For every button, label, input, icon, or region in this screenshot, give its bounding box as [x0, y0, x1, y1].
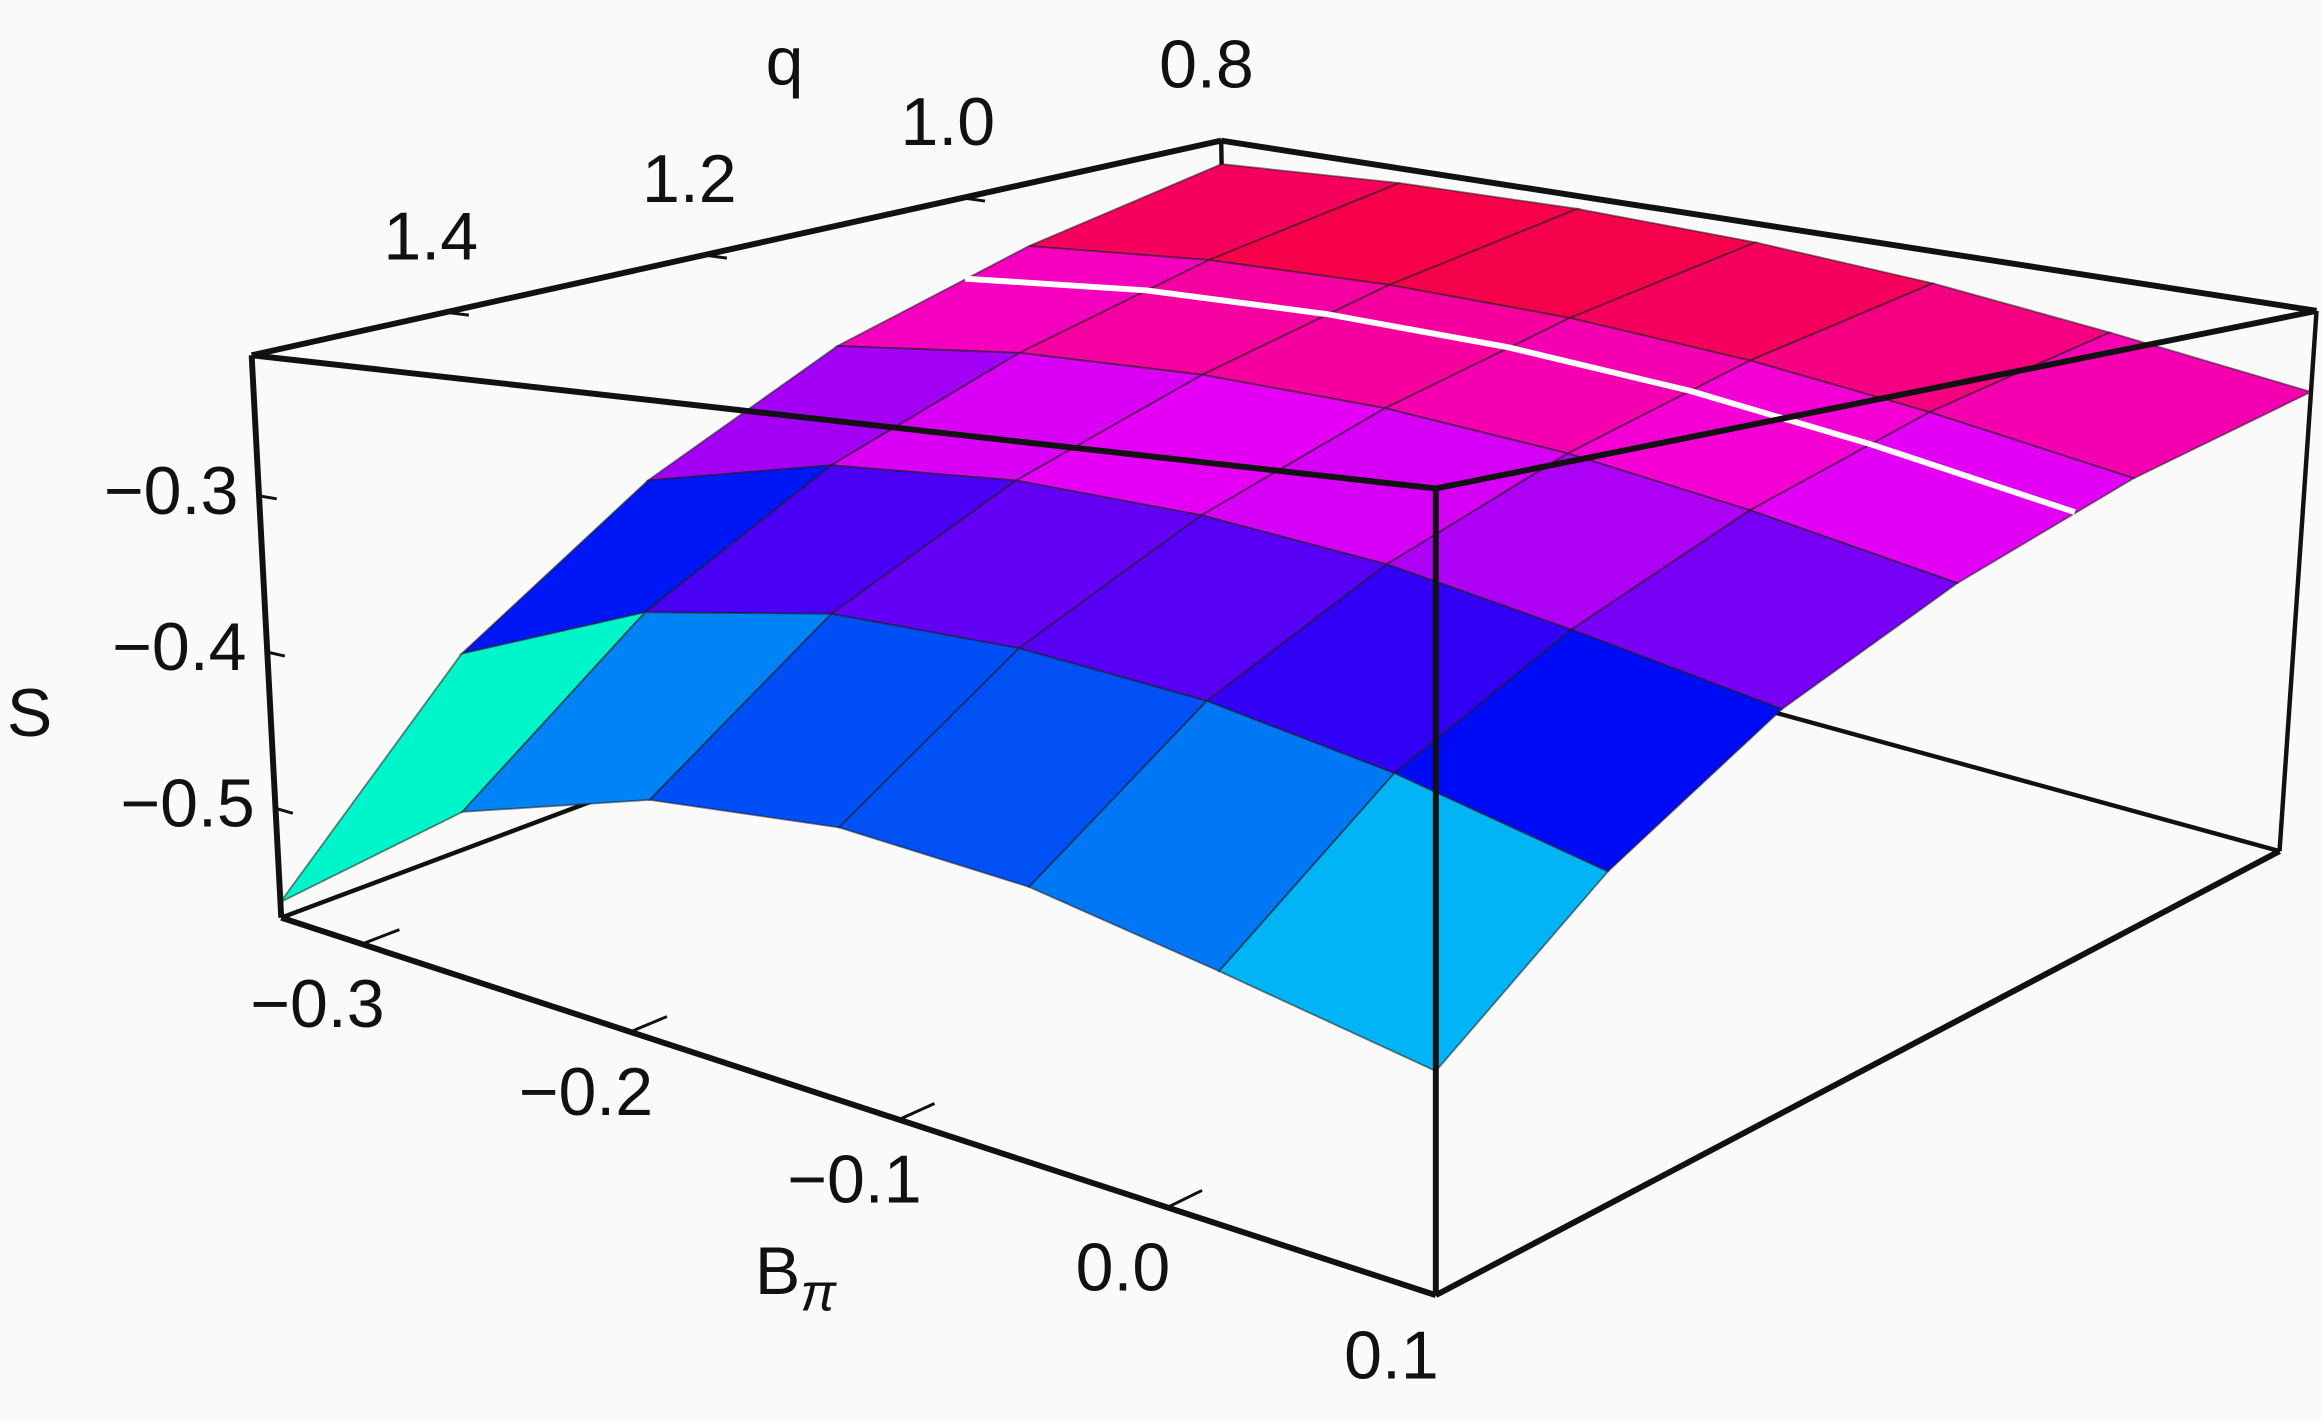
y-tick-label: 0.8	[1159, 27, 1254, 103]
y-axis-title: q	[766, 24, 804, 100]
box-edge	[1434, 848, 2281, 1298]
x-tick	[1166, 1189, 1203, 1209]
z-tick-label: −0.4	[112, 609, 246, 685]
y-tick	[445, 310, 470, 317]
y-tick	[1220, 139, 1244, 146]
box-edge	[1220, 137, 2317, 314]
y-tick-label: 1.4	[383, 198, 478, 274]
labels: −0.3 −0.2 −0.1 0.0 0.1 0.8 1.0 1.2 1.4 −0.5 −0.4 −0…	[104, 27, 1439, 1394]
z-tick	[258, 494, 277, 501]
x-axis-title-main: B	[755, 1233, 800, 1309]
z-tick	[266, 650, 286, 658]
box-edge	[1435, 307, 2318, 492]
x-tick	[898, 1102, 936, 1121]
y-tick-label: 1.0	[901, 84, 996, 160]
y-tick-label: 1.2	[642, 141, 737, 217]
box-edge	[2277, 310, 2319, 852]
x-tick-label: 0.1	[1344, 1317, 1439, 1393]
box-front	[248, 137, 2318, 1298]
y-tick	[962, 196, 986, 203]
z-tick	[275, 806, 294, 815]
surface	[279, 163, 2314, 1073]
x-tick-label: 0.0	[1076, 1230, 1171, 1306]
x-tick-label: −0.3	[250, 966, 384, 1042]
box-edge	[251, 352, 1437, 492]
x-tick	[361, 928, 400, 946]
x-tick-label: −0.1	[787, 1142, 921, 1218]
y-tick	[703, 253, 728, 260]
x-axis-title-sub: π	[800, 1264, 837, 1323]
x-tick	[1435, 1276, 1471, 1297]
highlight-line	[964, 275, 2076, 515]
box-edge	[251, 137, 1222, 359]
z-tick-label: −0.5	[120, 765, 254, 841]
x-axis-title: Bπ	[755, 1233, 837, 1323]
box-edge	[248, 355, 285, 918]
x-tick	[629, 1015, 668, 1034]
z-tick-label: −0.3	[104, 453, 238, 529]
x-tick-label: −0.2	[519, 1054, 653, 1130]
z-axis-title: S	[7, 675, 52, 751]
box-edge	[280, 914, 1437, 1298]
